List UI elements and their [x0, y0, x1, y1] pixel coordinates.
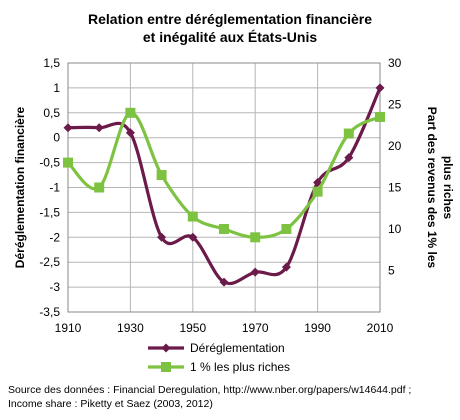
- series-line-deregulation: [67, 87, 382, 286]
- y-left-tick-label: -3,5: [39, 305, 60, 319]
- data-point-deregulation: [63, 123, 73, 133]
- axes: 1,5 1 0,5 0 -0,5 -1 -1,5 -2 -2,5 -3 -3,5 30 25 20 15 10…: [13, 56, 455, 335]
- y-left-tick-label: -3: [49, 280, 60, 294]
- legend: Déréglementation 1 % les plus riches: [148, 341, 290, 374]
- y-left-tick-label: 1: [53, 81, 60, 95]
- y-left-tick-label: -1: [49, 181, 60, 195]
- data-point-top1: [375, 111, 385, 122]
- data-point-top1: [219, 224, 229, 234]
- y-right-tick-label: 15: [388, 181, 402, 195]
- legend-label-top1: 1 % les plus riches: [190, 360, 290, 374]
- data-point-deregulation: [125, 128, 135, 138]
- x-tick-label: 2010: [367, 321, 394, 335]
- data-point-top1: [125, 107, 136, 118]
- series-line-top1: [66, 111, 381, 239]
- source-line-1: Source des données : Financial Deregulat…: [8, 384, 412, 396]
- y-left-tick-label: -1,5: [39, 205, 60, 219]
- data-point-top1: [187, 211, 198, 222]
- source-line-2: Income share : Piketty et Saez (2003, 20…: [8, 398, 213, 410]
- y-right-tick-label: 30: [388, 56, 402, 70]
- data-point-deregulation: [344, 153, 354, 163]
- source-note: Source des données : Financial Deregulat…: [8, 383, 458, 411]
- y-left-tick-label: -0,5: [39, 156, 60, 170]
- data-point-top1: [94, 182, 105, 193]
- series: [63, 83, 385, 287]
- y-left-tick-label: -2,5: [39, 255, 60, 269]
- data-point-deregulation: [188, 232, 198, 242]
- y-right-tick-label: 20: [388, 139, 402, 153]
- x-tick-label: 1970: [242, 321, 269, 335]
- legend-marker-top1: [161, 362, 171, 372]
- data-point-deregulation: [281, 262, 291, 272]
- data-point-top1: [343, 128, 354, 139]
- gridlines: [67, 62, 381, 313]
- plot-frame: [67, 62, 381, 313]
- data-point-top1: [312, 186, 323, 197]
- legend-marker-deregulation: [161, 343, 171, 353]
- x-tick-label: 1950: [179, 321, 206, 335]
- x-tick-label: 1930: [117, 321, 144, 335]
- y-right-tick-label: 5: [388, 264, 395, 278]
- data-point-top1: [281, 224, 292, 234]
- y-left-tick-label: 0,5: [43, 106, 60, 120]
- legend-label-deregulation: Déréglementation: [190, 341, 285, 355]
- data-point-top1: [156, 170, 167, 181]
- y-left-tick-label: 0: [53, 131, 60, 145]
- y-right-tick-label: 25: [388, 98, 402, 112]
- chart-title-line-1: Relation entre déréglementation financiè…: [88, 11, 372, 27]
- y-right-tick-label: 10: [388, 222, 402, 236]
- data-point-deregulation: [94, 123, 104, 133]
- data-point-deregulation: [250, 267, 260, 277]
- chart-title-line-2: et inégalité aux États-Unis: [143, 29, 317, 45]
- y-right-axis-label-line-1: Part des revenus des 1% les: [425, 107, 439, 269]
- data-point-deregulation: [219, 277, 229, 287]
- data-point-deregulation: [375, 83, 385, 93]
- y-right-axis-label-line-2: plus riches: [441, 156, 455, 220]
- x-tick-label: 1910: [55, 321, 82, 335]
- x-tick-label: 1990: [304, 321, 331, 335]
- y-left-tick-label: 1,5: [43, 56, 60, 70]
- data-point-deregulation: [157, 232, 167, 242]
- y-left-tick-label: -2: [49, 230, 60, 244]
- y-left-axis-label: Déréglementation financière: [13, 106, 27, 268]
- data-point-top1: [63, 157, 73, 168]
- data-point-top1: [250, 232, 261, 243]
